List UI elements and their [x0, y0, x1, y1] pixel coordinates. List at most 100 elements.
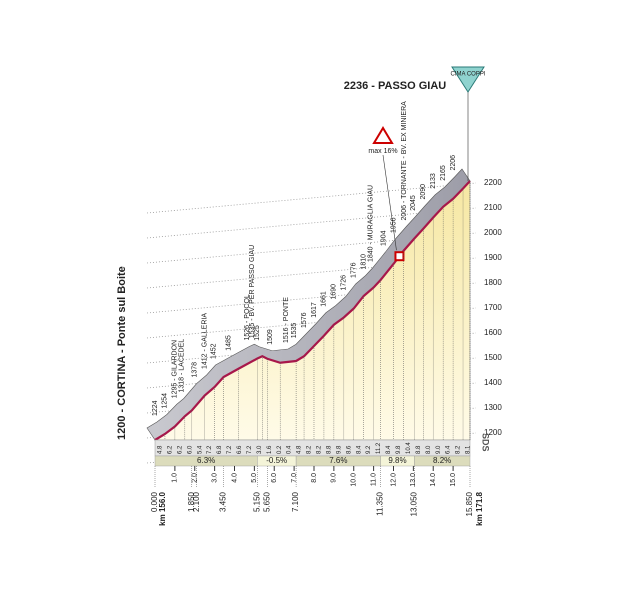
km-tick-label: 8.0: [311, 473, 318, 483]
x-tick-label: 5.650: [262, 491, 271, 512]
y-tick-label: 1300: [484, 403, 502, 412]
grade-label: 11.2: [376, 442, 382, 454]
grade-label: 8.0: [426, 445, 432, 454]
y-tick-label: 1400: [484, 378, 502, 387]
grade-label: 9.2: [366, 445, 372, 454]
grid-line: [146, 232, 477, 264]
profile-line: [154, 180, 471, 441]
summit-badge: CIMA COPPI: [450, 72, 485, 78]
logo: SDS: [481, 433, 491, 452]
grade-label: 6.2: [177, 445, 183, 454]
altitude-label: 2165: [440, 165, 447, 181]
x-tick-label: 2.100: [192, 491, 201, 512]
altitude-label: 1295 - GILARDON: [172, 340, 179, 398]
km-tick-label: 12.0: [390, 473, 397, 487]
altitude-label: 1661: [321, 291, 328, 307]
km-tick-label: 1.0: [172, 473, 179, 483]
max-leader: [382, 154, 397, 251]
altitude-label: 1617: [311, 302, 318, 318]
altitude-label: 1412 - GALLERIA: [201, 313, 208, 369]
y-tick-label: 1200: [484, 428, 502, 437]
km-tick-label: 3.0: [211, 473, 218, 483]
grade-label: 6.8: [217, 445, 223, 454]
grid-line: [146, 182, 477, 214]
grade-label: 6.4: [446, 445, 452, 454]
start-km: km 156.0: [158, 491, 167, 525]
grade-label: 10.4: [406, 442, 412, 454]
grid-line: [146, 282, 477, 314]
y-tick-label: 1900: [484, 253, 502, 262]
altitude-label: 1810: [360, 254, 367, 270]
summit-badge-shape: [451, 66, 485, 93]
altitude-label: 1509: [267, 329, 274, 345]
start-label: 1200 - CORTINA - Ponte sul Boite: [116, 266, 128, 440]
altitude-label: 1516 - PONTE: [283, 297, 290, 343]
altitude-label: 1535 - BV. PER PASSO GIAU: [249, 245, 256, 338]
altitude-label: 2206: [450, 155, 457, 171]
x-tick-label: 11.350: [376, 491, 385, 515]
grade-label: 0.4: [287, 445, 293, 454]
grade-label: 8.8: [326, 445, 332, 454]
km-tick-label: 10.0: [351, 473, 358, 487]
average-label: 7.6%: [329, 456, 347, 465]
km-tick-label: 7.0: [291, 473, 298, 483]
altitude-label: 2133: [430, 173, 437, 189]
grade-label: 8.4: [386, 445, 392, 454]
grade-label: 8.2: [317, 445, 323, 454]
grade-label: 9.8: [396, 445, 402, 454]
x-tick-label: 1.850: [187, 491, 196, 512]
grade-label: 8.2: [456, 445, 462, 454]
km-tick-label: 2.0: [192, 473, 199, 483]
altitude-label: 1224: [152, 400, 159, 416]
altitude-label: 1525: [254, 325, 261, 341]
altitude-label: 1576: [301, 312, 308, 328]
grade-label: 8.2: [307, 445, 313, 454]
y-tick-label: 2200: [484, 178, 502, 187]
grade-label: 1.6: [267, 445, 273, 454]
altitude-label: 1526 - POCOL: [244, 294, 251, 340]
altitude-label: 1378: [192, 362, 199, 378]
y-tick-label: 1700: [484, 303, 502, 312]
grade-label: 6.0: [187, 445, 193, 454]
altitude-label: 1726: [341, 275, 348, 291]
y-tick-label: 1600: [484, 328, 502, 337]
grade-label: 0.2: [277, 445, 283, 454]
end-km: km 171.8: [475, 491, 484, 525]
y-tick-label: 1500: [484, 353, 502, 362]
grade-label: 9.0: [436, 445, 442, 454]
grid-line: [146, 207, 477, 239]
altitude-label: 2090: [420, 184, 427, 200]
altitude-label: 1254: [162, 393, 169, 409]
grade-label: 7.2: [247, 445, 253, 454]
km-tick-label: 13.0: [410, 473, 417, 487]
altitude-label: 1318 - LACEDEL: [179, 339, 186, 393]
y-tick-label: 1800: [484, 278, 502, 287]
x-tick-label: 5.150: [252, 491, 261, 512]
altitude-label: 1485: [225, 335, 232, 351]
average-label: 6.3%: [197, 456, 215, 465]
grade-label: 8.6: [346, 445, 352, 454]
average-label: 9.8%: [388, 456, 406, 465]
km-tick-label: 14.0: [430, 473, 437, 487]
km-tick-label: 11.0: [370, 473, 377, 486]
profile: [146, 154, 471, 467]
grade-label: 6.6: [237, 445, 243, 454]
average-label: -0.5%: [266, 456, 287, 465]
average-band: [414, 455, 471, 467]
km-tick-label: 5.0: [251, 473, 258, 483]
grade-label: 6.2: [167, 445, 173, 454]
grade-label: 7.2: [227, 445, 233, 454]
altitude-label: 1452: [210, 343, 217, 359]
x-tick-label: 15.850: [465, 491, 474, 516]
altitude-label: 2045: [410, 195, 417, 211]
altitude-label: 2006 - TORNANTE - BV. EX MINIERA: [401, 101, 408, 221]
x-tick-label: 0.000: [150, 491, 159, 512]
grid-line: [146, 307, 477, 339]
grade-label: 5.4: [197, 445, 203, 454]
altitude-label: 1690: [331, 284, 338, 300]
altitude-label: 1956: [390, 217, 397, 233]
altitude-label: 1776: [351, 262, 358, 278]
max-note: max 16%: [368, 148, 397, 155]
grade-label: 8.4: [356, 445, 362, 454]
